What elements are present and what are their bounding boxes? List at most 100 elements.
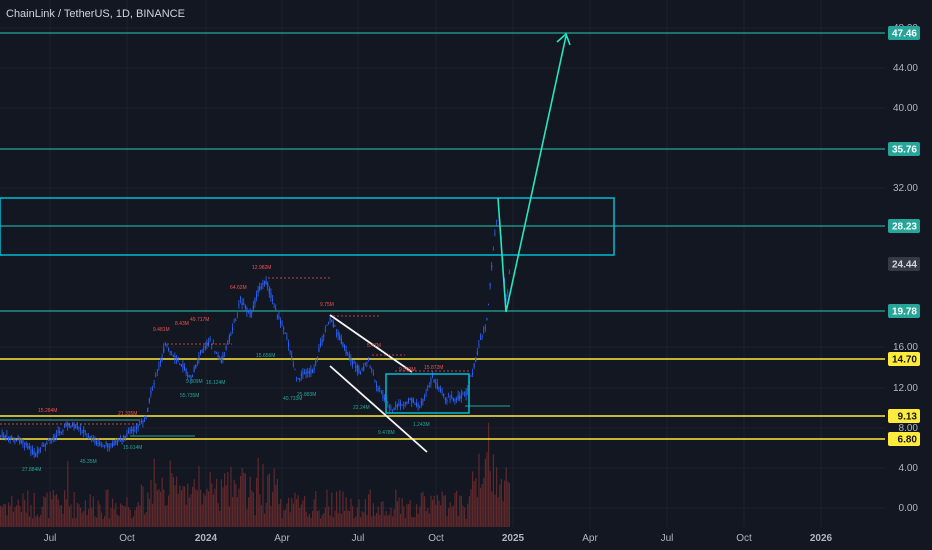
volume-bar (289, 512, 291, 527)
volume-bar (12, 511, 14, 527)
volume-bar (374, 515, 376, 527)
volume-annotation: 9.478M (378, 430, 395, 436)
volume-bar (291, 497, 293, 527)
volume-bar (148, 498, 150, 527)
candle-body (19, 438, 21, 443)
candle-body (323, 334, 325, 337)
candle-body (382, 394, 384, 399)
volume-bar (358, 499, 360, 527)
volume-bar (283, 510, 285, 527)
candle-body (286, 337, 288, 338)
candle-body (507, 292, 509, 294)
volume-bar (372, 503, 374, 527)
volume-bar (326, 489, 328, 527)
candle-body (398, 403, 400, 407)
candle-body (251, 312, 253, 314)
candle-body (86, 434, 88, 436)
volume-annotation: 22.24M (353, 405, 370, 411)
volume-annotation: 25.883M (297, 392, 316, 398)
volume-bar (323, 513, 325, 527)
candle-body (388, 405, 390, 409)
volume-bar (60, 504, 62, 527)
candle-body (392, 410, 394, 411)
volume-bar (44, 497, 46, 527)
volume-annotation: 8.43M (175, 321, 189, 327)
volume-bar (32, 518, 34, 527)
candle-body (257, 289, 259, 293)
candle-body (462, 393, 464, 395)
candle-body (104, 445, 106, 447)
candle-body (470, 376, 472, 377)
y-tick-label: 16.00 (893, 342, 918, 353)
candle-body (460, 394, 462, 399)
candle-body (94, 440, 96, 444)
y-tick-label: 8.00 (899, 423, 919, 434)
x-tick-label: Oct (119, 533, 135, 544)
volume-annotation: 12.982M (252, 265, 271, 271)
volume-bar (248, 497, 250, 527)
candle-body (233, 321, 235, 323)
candle-body (345, 349, 347, 354)
candle-body (342, 342, 344, 347)
candle-body (177, 361, 179, 363)
volume-bar (30, 504, 32, 527)
candle-body (20, 440, 22, 443)
volume-bar (192, 486, 194, 527)
candle-body (224, 352, 226, 354)
candle-body (123, 435, 125, 440)
time-axis[interactable]: Jul Oct 2024 Apr Jul Oct 2025 Apr Jul Oct 2026 (44, 533, 833, 544)
volume-bar (465, 518, 467, 527)
channel-upper-line (329, 314, 413, 373)
volume-bar (100, 512, 102, 527)
projection-arrow (497, 35, 567, 313)
volume-bar (416, 504, 418, 527)
volume-bar (180, 490, 182, 527)
volume-bar (59, 505, 61, 527)
candle-body (115, 441, 117, 443)
candle-body (51, 438, 53, 440)
candle-body (236, 313, 238, 315)
candle-body (131, 428, 133, 432)
candle-body (267, 282, 269, 287)
candle-body (262, 282, 264, 286)
volume-bar (41, 506, 43, 527)
volume-bar (464, 507, 466, 527)
candle-body (72, 424, 74, 426)
candle-body (369, 366, 371, 368)
volume-bar (49, 491, 51, 527)
volume-bar (33, 492, 35, 527)
volume-bar (142, 486, 144, 527)
candle-body (406, 402, 408, 404)
price-badge-label: 24.44 (892, 260, 917, 271)
volume-bar (489, 471, 491, 527)
volume-bar (102, 518, 104, 527)
candle-body (395, 405, 397, 407)
volume-bar (387, 515, 389, 527)
candle-body (171, 354, 173, 355)
candle-body (249, 311, 251, 317)
volume-bar (454, 492, 456, 527)
volume-annotation: 1.243M (413, 422, 430, 428)
volume-bar (158, 488, 160, 527)
candle-body (116, 440, 118, 446)
volume-bar (208, 491, 210, 527)
volume-bar (363, 512, 365, 527)
volume-bar (193, 479, 195, 527)
candle-body (105, 442, 107, 445)
volume-bar (230, 466, 232, 527)
volume-bar (500, 479, 502, 527)
volume-bar (304, 495, 306, 527)
candle-body (430, 378, 432, 384)
volume-bar (196, 490, 198, 527)
candle-body (380, 391, 382, 393)
volume-bar (104, 516, 106, 527)
volume-bar (313, 499, 315, 527)
volume-bar (67, 461, 69, 527)
candle-body (360, 372, 362, 375)
candle-body (475, 357, 477, 362)
candle-body (376, 384, 378, 388)
volume-bar (395, 489, 397, 527)
volume-bar (384, 515, 386, 527)
volume-bar (505, 467, 507, 527)
